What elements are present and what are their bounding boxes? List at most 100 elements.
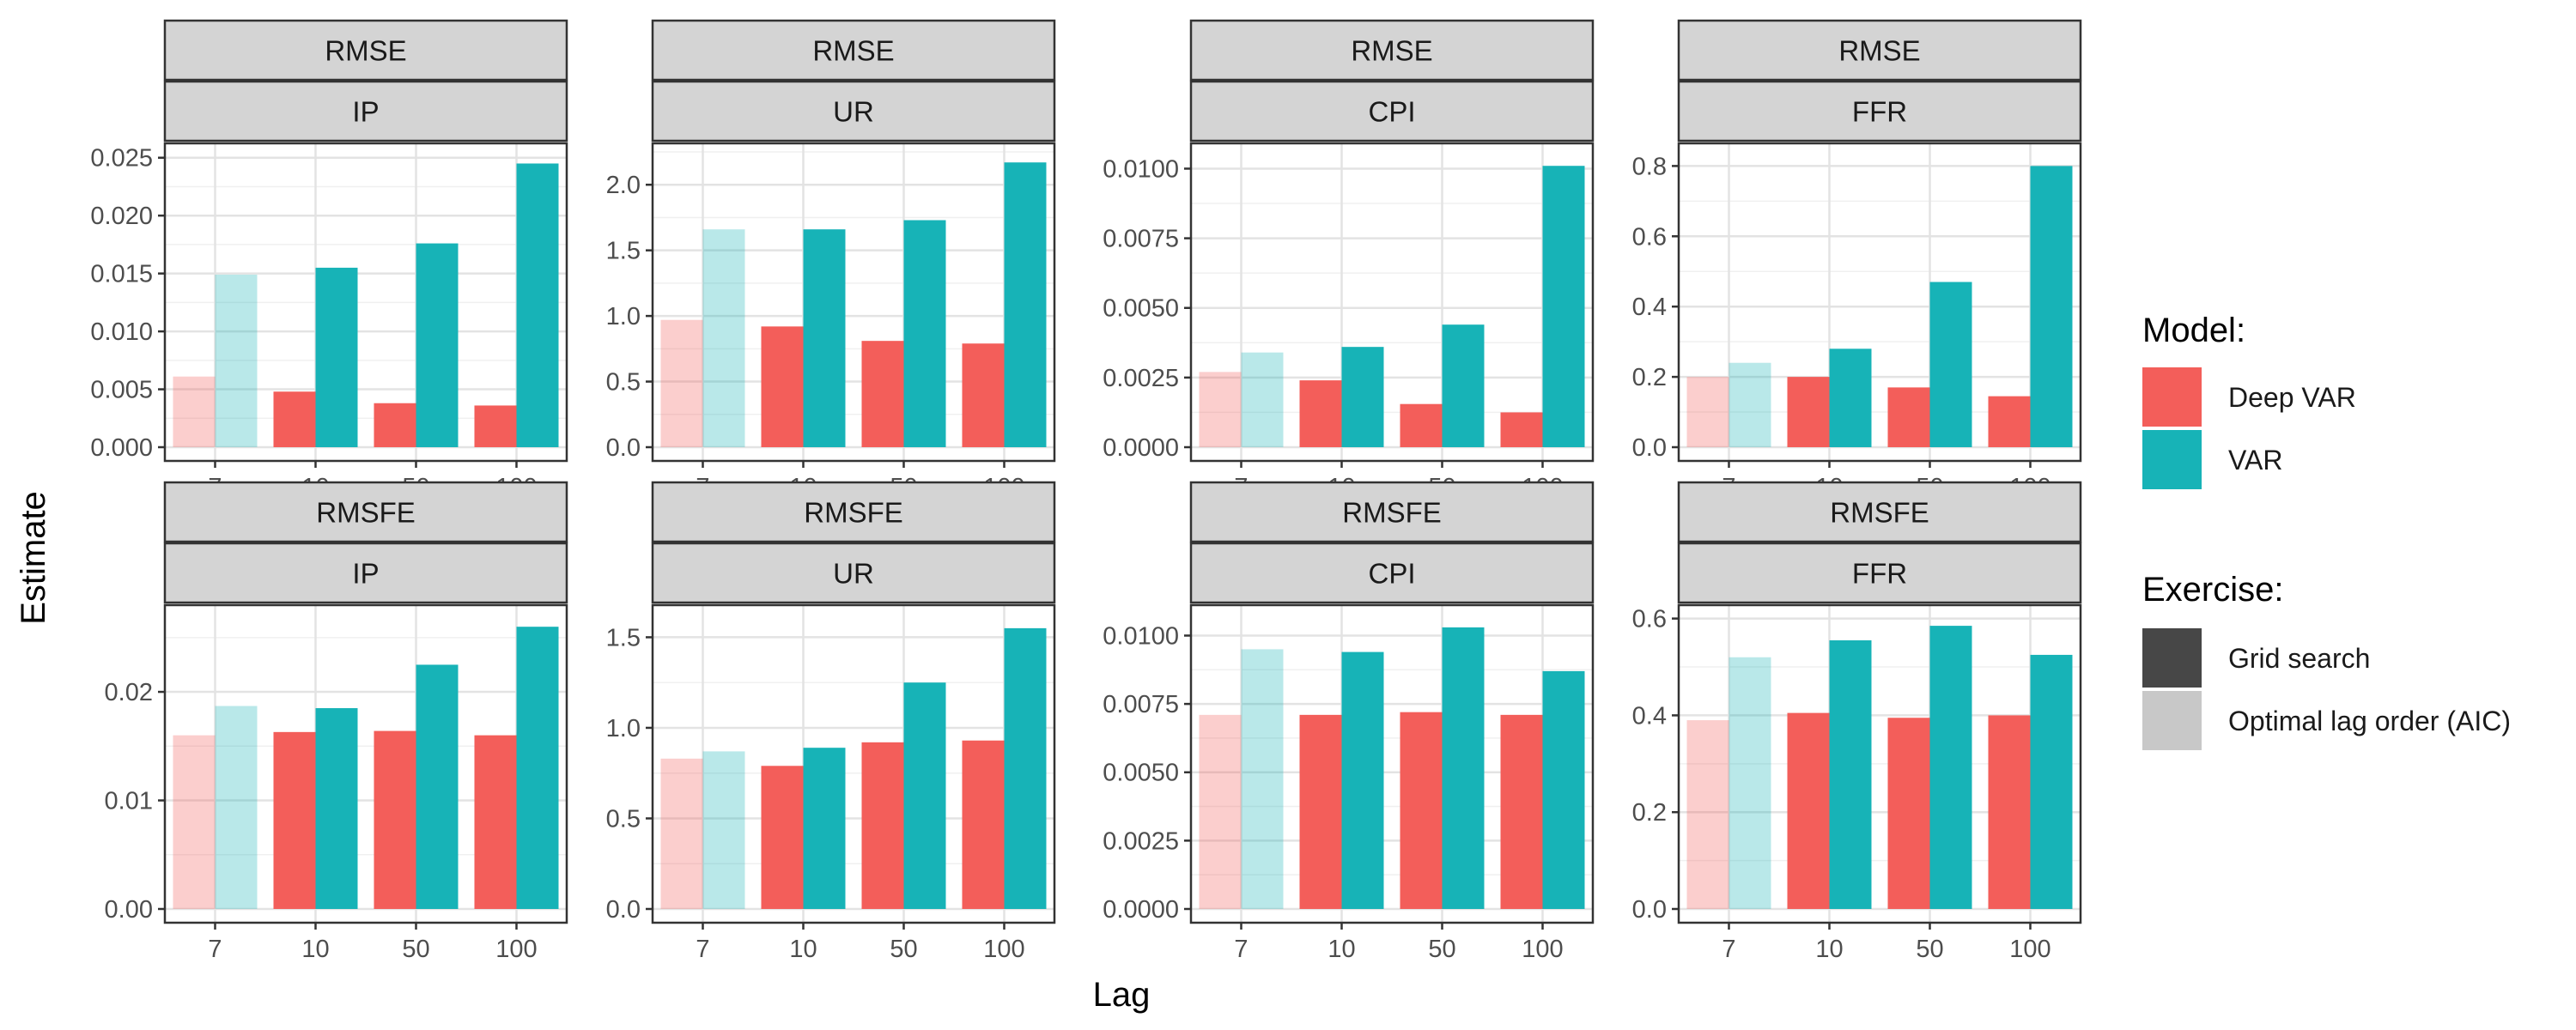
strip-variable-label: IP xyxy=(352,96,379,128)
bar-deep-var-lag-50 xyxy=(861,341,904,447)
bar-deep-var-lag-100 xyxy=(1988,715,2031,909)
facet-rmse-cpi: RMSECPI0.00000.00250.00500.00750.0100710… xyxy=(1103,19,1595,501)
strip-variable xyxy=(163,80,568,142)
bar-var-lag-100 xyxy=(2030,166,2073,447)
strip-metric-label: RMSFE xyxy=(316,497,416,529)
bar-var-lag-100 xyxy=(1004,627,1047,909)
plot-background xyxy=(1191,143,1593,461)
panel-border xyxy=(1677,142,2082,463)
x-tick-label: 7 xyxy=(208,936,222,963)
bar-var-lag-100 xyxy=(1542,166,1585,447)
x-tick-label: 10 xyxy=(789,936,817,963)
x-tick-label: 100 xyxy=(2009,936,2050,963)
strip-variable xyxy=(1677,80,2082,142)
panels-grid: RMSEIP0.0000.0050.0100.0150.0200.0257105… xyxy=(90,19,2082,963)
x-tick-label: 7 xyxy=(1722,936,1735,963)
legend-label: Deep VAR xyxy=(2228,382,2356,413)
bar-deep-var-lag-10 xyxy=(1787,712,1830,909)
bar-var-lag-7 xyxy=(702,229,745,447)
y-tick-label: 0.0025 xyxy=(1103,827,1179,855)
bar-deep-var-lag-7 xyxy=(173,735,216,909)
bar-var-lag-100 xyxy=(516,163,559,448)
bar-var-lag-10 xyxy=(803,229,846,447)
y-tick-label: 0.0050 xyxy=(1103,295,1179,323)
bar-deep-var-lag-7 xyxy=(1199,714,1242,909)
y-tick-label: 0.010 xyxy=(90,318,153,346)
bar-var-lag-7 xyxy=(1241,352,1284,447)
bar-var-lag-10 xyxy=(803,748,846,909)
bar-deep-var-lag-50 xyxy=(374,403,416,447)
bar-deep-var-lag-10 xyxy=(1299,714,1342,909)
y-tick-label: 2.0 xyxy=(606,172,641,199)
y-tick-label: 0.0050 xyxy=(1103,760,1179,787)
bar-deep-var-lag-7 xyxy=(173,376,216,447)
y-tick-label: 1.5 xyxy=(606,624,641,651)
bar-var-lag-50 xyxy=(903,220,946,447)
panel-border xyxy=(1677,603,2082,924)
x-tick-label: 50 xyxy=(1428,936,1455,963)
strip-variable xyxy=(1677,542,2082,604)
legend-label: Grid search xyxy=(2228,643,2370,674)
legend-label: VAR xyxy=(2228,445,2282,476)
strip-variable-label: CPI xyxy=(1368,558,1415,590)
x-tick-label: 50 xyxy=(1916,936,1943,963)
bar-var-lag-50 xyxy=(1929,282,1972,447)
bar-deep-var-lag-100 xyxy=(962,343,1005,447)
y-tick-label: 1.0 xyxy=(606,715,641,742)
strip-metric xyxy=(651,481,1056,543)
bar-var-lag-10 xyxy=(1341,347,1384,447)
bar-var-lag-10 xyxy=(1829,348,1872,447)
y-tick-label: 0.0100 xyxy=(1103,622,1179,650)
y-tick-label: 0.8 xyxy=(1632,153,1667,180)
bar-var-lag-100 xyxy=(1004,162,1047,447)
strip-variable xyxy=(651,542,1056,604)
bar-deep-var-lag-7 xyxy=(1686,377,1729,447)
facet-rmse-ip: RMSEIP0.0000.0050.0100.0150.0200.0257105… xyxy=(90,19,568,501)
y-tick-label: 0.00 xyxy=(105,896,153,924)
bar-var-lag-10 xyxy=(315,267,358,447)
y-tick-label: 1.0 xyxy=(606,303,641,330)
y-tick-label: 0.0100 xyxy=(1103,155,1179,183)
y-tick-label: 0.0075 xyxy=(1103,691,1179,718)
strip-variable xyxy=(1189,80,1595,142)
strip-metric xyxy=(1189,481,1595,543)
y-tick-label: 0.0000 xyxy=(1103,434,1179,462)
bar-deep-var-lag-7 xyxy=(1686,720,1729,909)
y-tick-label: 0.0 xyxy=(606,434,641,462)
bar-var-lag-10 xyxy=(1341,651,1384,909)
bar-var-lag-7 xyxy=(1728,657,1771,909)
legend-key-deep-var xyxy=(2142,367,2202,427)
bar-var-lag-7 xyxy=(702,751,745,909)
bar-var-lag-50 xyxy=(1442,627,1485,909)
y-tick-label: 0.000 xyxy=(90,434,153,462)
bar-deep-var-lag-50 xyxy=(1887,387,1930,447)
panel-border xyxy=(651,142,1056,463)
y-tick-label: 0.4 xyxy=(1632,294,1667,321)
y-tick-label: 0.0075 xyxy=(1103,226,1179,253)
bar-deep-var-lag-100 xyxy=(1500,714,1543,909)
x-tick-label: 10 xyxy=(301,936,329,963)
strip-variable-label: UR xyxy=(833,96,874,128)
y-tick-label: 0.0000 xyxy=(1103,896,1179,924)
bar-deep-var-lag-100 xyxy=(474,405,517,447)
y-tick-label: 0.025 xyxy=(90,145,153,173)
bar-var-lag-50 xyxy=(903,682,946,909)
bar-deep-var-lag-50 xyxy=(1400,403,1443,447)
bar-deep-var-lag-7 xyxy=(1199,372,1242,447)
y-tick-label: 0.2 xyxy=(1632,799,1667,827)
strip-metric-label: RMSE xyxy=(1838,35,1920,67)
strip-variable-label: UR xyxy=(833,558,874,590)
y-tick-label: 0.5 xyxy=(606,805,641,833)
bar-var-lag-50 xyxy=(416,243,459,447)
bar-deep-var-lag-10 xyxy=(761,766,804,909)
bar-var-lag-50 xyxy=(1442,324,1485,447)
legend-key-optimal-lag-order-aic- xyxy=(2142,691,2202,750)
strip-variable-label: IP xyxy=(352,558,379,590)
y-tick-label: 0.015 xyxy=(90,261,153,288)
bar-var-lag-50 xyxy=(416,664,459,909)
x-tick-label: 10 xyxy=(1815,936,1843,963)
facet-rmsfe-ffr: RMSFE FFR 0.0 0.2 0.4 0.6 7 10 50 100 xyxy=(1632,481,2082,963)
strip-variable xyxy=(1189,542,1595,604)
